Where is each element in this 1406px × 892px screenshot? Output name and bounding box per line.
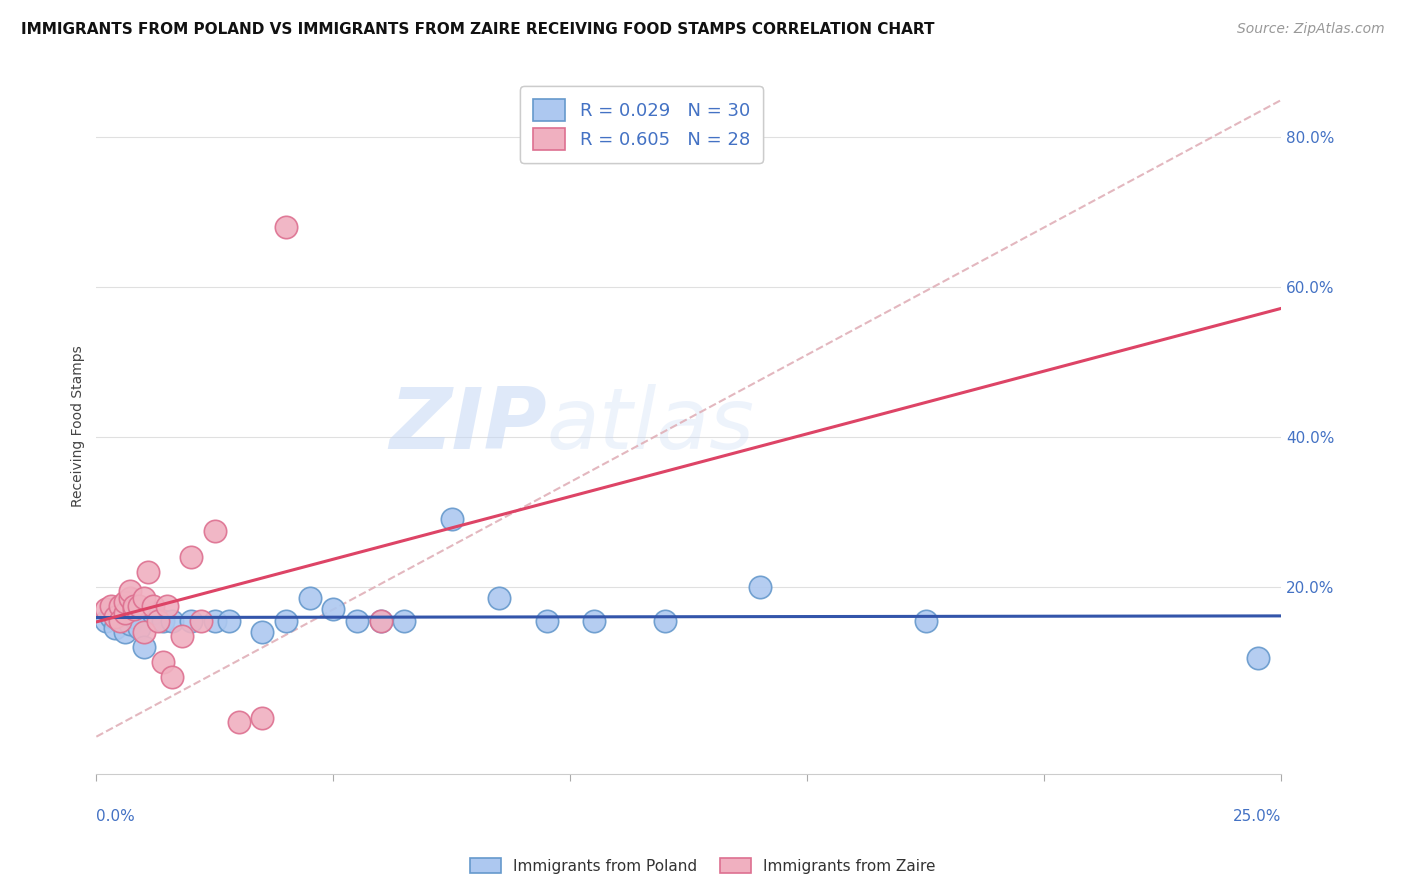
Point bbox=[114, 595, 136, 609]
Point bbox=[440, 512, 463, 526]
Point bbox=[118, 591, 141, 606]
Point bbox=[108, 614, 131, 628]
Point bbox=[108, 599, 131, 613]
Point bbox=[118, 617, 141, 632]
Point bbox=[152, 655, 174, 669]
Point bbox=[583, 614, 606, 628]
Text: 25.0%: 25.0% bbox=[1233, 809, 1281, 824]
Point bbox=[94, 614, 117, 628]
Point bbox=[160, 614, 183, 628]
Point bbox=[108, 614, 131, 628]
Point bbox=[94, 602, 117, 616]
Point bbox=[394, 614, 416, 628]
Point bbox=[322, 602, 344, 616]
Text: atlas: atlas bbox=[547, 384, 755, 467]
Point bbox=[132, 640, 155, 654]
Point bbox=[146, 614, 169, 628]
Point bbox=[488, 591, 510, 606]
Point bbox=[122, 602, 145, 616]
Point bbox=[122, 599, 145, 613]
Point bbox=[218, 614, 240, 628]
Point bbox=[204, 524, 226, 538]
Point bbox=[252, 624, 274, 639]
Point bbox=[138, 565, 160, 579]
Point bbox=[132, 624, 155, 639]
Point bbox=[274, 614, 297, 628]
Text: ZIP: ZIP bbox=[389, 384, 547, 467]
Point bbox=[132, 591, 155, 606]
Text: Source: ZipAtlas.com: Source: ZipAtlas.com bbox=[1237, 22, 1385, 37]
Point bbox=[252, 711, 274, 725]
Point bbox=[170, 628, 193, 642]
Point bbox=[114, 606, 136, 620]
Point bbox=[228, 714, 250, 729]
Point bbox=[190, 614, 212, 628]
Legend: R = 0.029   N = 30, R = 0.605   N = 28: R = 0.029 N = 30, R = 0.605 N = 28 bbox=[520, 87, 762, 163]
Point bbox=[100, 610, 122, 624]
Point bbox=[370, 614, 392, 628]
Point bbox=[654, 614, 676, 628]
Point bbox=[346, 614, 368, 628]
Point bbox=[122, 610, 145, 624]
Point bbox=[152, 614, 174, 628]
Point bbox=[128, 599, 150, 613]
Point bbox=[274, 220, 297, 235]
Point bbox=[204, 614, 226, 628]
Point bbox=[104, 621, 127, 635]
Text: IMMIGRANTS FROM POLAND VS IMMIGRANTS FROM ZAIRE RECEIVING FOOD STAMPS CORRELATIO: IMMIGRANTS FROM POLAND VS IMMIGRANTS FRO… bbox=[21, 22, 935, 37]
Point bbox=[160, 670, 183, 684]
Point bbox=[118, 583, 141, 598]
Point bbox=[536, 614, 558, 628]
Point bbox=[142, 606, 165, 620]
Point bbox=[915, 614, 938, 628]
Point bbox=[104, 610, 127, 624]
Point bbox=[180, 549, 202, 564]
Point bbox=[100, 599, 122, 613]
Legend: Immigrants from Poland, Immigrants from Zaire: Immigrants from Poland, Immigrants from … bbox=[464, 852, 942, 880]
Point bbox=[370, 614, 392, 628]
Point bbox=[1247, 651, 1270, 665]
Point bbox=[128, 621, 150, 635]
Point bbox=[156, 599, 179, 613]
Text: 0.0%: 0.0% bbox=[97, 809, 135, 824]
Point bbox=[298, 591, 321, 606]
Point bbox=[142, 599, 165, 613]
Point bbox=[180, 614, 202, 628]
Point bbox=[749, 580, 772, 594]
Point bbox=[114, 624, 136, 639]
Y-axis label: Receiving Food Stamps: Receiving Food Stamps bbox=[72, 345, 86, 507]
